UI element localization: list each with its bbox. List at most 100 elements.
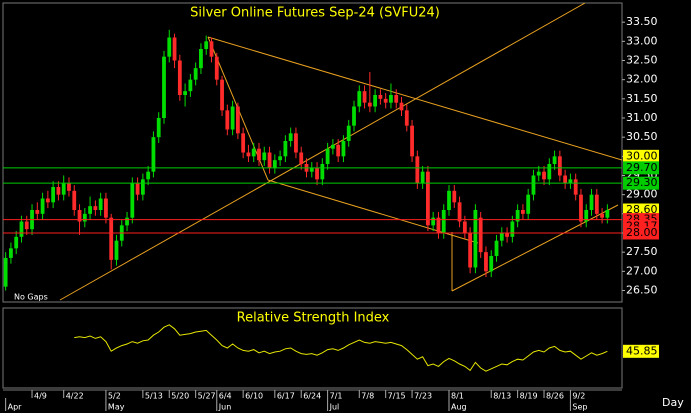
- candle-body: [505, 233, 509, 237]
- candle-body: [51, 187, 56, 203]
- candle-body: [235, 106, 240, 134]
- candle-body: [288, 133, 293, 141]
- candle-body: [378, 95, 383, 99]
- x-tick-label: 8/26: [546, 392, 564, 401]
- candle-body: [230, 106, 235, 130]
- x-tick-label: 8/13: [493, 392, 511, 401]
- x-tick-label: 5/2: [108, 392, 121, 401]
- candle-body: [294, 133, 298, 153]
- candle-body: [72, 190, 77, 210]
- candle-body: [93, 206, 98, 210]
- y-tick-label: 32.50: [626, 54, 658, 67]
- level-box: [623, 161, 659, 175]
- y-tick-label: 26.50: [626, 284, 658, 297]
- candle-body: [557, 156, 562, 176]
- candle-body: [156, 118, 161, 138]
- candle-body: [526, 194, 531, 214]
- candle-body: [521, 210, 525, 214]
- candle-body: [452, 190, 457, 203]
- candle-body: [257, 148, 261, 161]
- candle-body: [399, 102, 404, 111]
- candle-body: [447, 190, 451, 210]
- candle-body: [389, 95, 393, 103]
- candle-body: [383, 98, 388, 103]
- candle-body: [536, 171, 541, 176]
- chart-title: Silver Online Futures Sep-24 (SVFU24): [190, 6, 440, 21]
- trend-line: [207, 36, 622, 161]
- candle-body: [436, 217, 441, 233]
- candle-body: [214, 56, 219, 80]
- candle-body: [35, 210, 40, 214]
- candle-body: [251, 148, 256, 157]
- period-label: Day: [662, 396, 684, 409]
- candle-body: [45, 198, 50, 203]
- y-tick-label: 33.00: [626, 34, 658, 47]
- candle-body: [204, 41, 209, 49]
- candle-body: [478, 217, 483, 253]
- x-tick-label: 5/13: [145, 392, 163, 401]
- candle-body: [420, 171, 425, 184]
- candle-body: [489, 256, 494, 272]
- candle-body: [410, 125, 414, 157]
- level-label: 28.60: [626, 203, 658, 216]
- candle-body: [162, 56, 166, 118]
- level-label: 30.00: [626, 149, 658, 162]
- level-box: [623, 226, 659, 240]
- month-label: May: [108, 403, 125, 412]
- x-tick-label: 6/24: [303, 392, 321, 401]
- candle-body: [77, 210, 82, 222]
- candle-body: [605, 210, 610, 218]
- candle-body: [9, 248, 13, 258]
- candle-body: [246, 152, 251, 157]
- price-panel: [2, 2, 623, 303]
- candle-body: [494, 240, 499, 256]
- candle-body: [135, 183, 140, 195]
- level-label: 29.70: [626, 161, 658, 174]
- candle-body: [88, 206, 92, 214]
- last-value-box: [623, 344, 659, 358]
- x-tick-label: 8/1: [451, 392, 464, 401]
- last-value-label: 45.85: [626, 344, 658, 357]
- candle-body: [67, 183, 71, 191]
- candle-body: [104, 198, 108, 218]
- candle-body: [473, 210, 478, 268]
- x-tick-label: 7/15: [388, 392, 406, 401]
- candle-body: [484, 252, 488, 272]
- y-tick-label: 27.50: [626, 245, 658, 258]
- candle-body: [98, 198, 103, 210]
- candle-body: [531, 175, 536, 195]
- candle-body: [209, 41, 214, 57]
- candle-body: [594, 194, 599, 214]
- y-tick-label: 30.50: [626, 130, 658, 143]
- month-label: Jul: [329, 403, 340, 412]
- candle-body: [600, 213, 604, 218]
- x-tick-label: 7/8: [361, 392, 374, 401]
- candle-body: [19, 221, 24, 237]
- candle-body: [167, 37, 172, 57]
- y-tick-label: 27.00: [626, 264, 658, 277]
- candle-body: [425, 171, 430, 226]
- candle-body: [352, 106, 356, 126]
- candle-body: [56, 187, 61, 195]
- x-tick-label: 5/27: [198, 392, 216, 401]
- candle-body: [225, 110, 230, 130]
- rsi-line: [74, 324, 608, 372]
- candle-body: [441, 210, 446, 233]
- candle-body: [357, 91, 362, 107]
- month-label: Aug: [451, 403, 467, 412]
- candle-body: [367, 102, 372, 107]
- candle-body: [40, 198, 45, 214]
- y-tick-label: 31.50: [626, 92, 658, 105]
- candle-body: [262, 152, 267, 161]
- candle-body: [309, 167, 314, 172]
- x-tick-label: 6/4: [219, 392, 232, 401]
- candle-body: [61, 183, 66, 195]
- candle-body: [510, 221, 515, 237]
- candle-body: [563, 175, 568, 184]
- candle-body: [584, 210, 589, 222]
- candle-body: [589, 194, 594, 210]
- candle-body: [183, 91, 188, 95]
- candle-body: [415, 156, 420, 184]
- rsi-panel: [2, 307, 623, 389]
